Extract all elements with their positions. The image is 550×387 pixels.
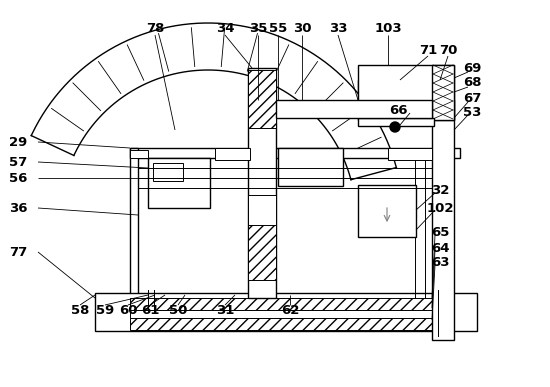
Bar [358,185,416,237]
Text: 57: 57 [9,156,27,168]
Text: 102: 102 [426,202,454,214]
Text: 62: 62 [281,303,299,317]
Text: 50: 50 [169,303,187,317]
Bar [358,80,434,100]
Bar [358,118,434,126]
Bar [432,65,454,120]
Text: 63: 63 [431,255,449,269]
Bar [148,158,210,208]
Text: 67: 67 [463,91,481,104]
Text: 64: 64 [431,241,449,255]
Text: 53: 53 [463,106,481,118]
Text: 60: 60 [119,303,138,317]
Bar [130,148,138,320]
Text: 29: 29 [9,135,27,149]
Bar [130,298,432,310]
Text: 65: 65 [431,226,449,238]
Text: 33: 33 [329,22,347,34]
Bar [432,100,454,340]
Text: 68: 68 [463,77,481,89]
Text: 77: 77 [9,245,27,259]
Text: 34: 34 [216,22,234,34]
Bar [153,163,183,181]
Bar [130,318,432,330]
Text: 36: 36 [9,202,28,214]
Bar [358,65,454,120]
Text: 56: 56 [9,171,27,185]
Text: 78: 78 [146,22,164,34]
Text: 61: 61 [141,303,159,317]
Text: 66: 66 [389,103,407,116]
Bar [130,150,148,158]
Bar [248,68,276,298]
Bar [130,148,460,158]
Text: 31: 31 [216,303,234,317]
Bar [95,293,477,331]
Text: 58: 58 [71,303,89,317]
Bar [130,310,432,318]
Bar [278,148,343,186]
Text: 35: 35 [249,22,267,34]
Circle shape [390,122,400,132]
Bar [215,148,250,160]
Text: 30: 30 [293,22,311,34]
Text: 103: 103 [374,22,402,34]
Text: 32: 32 [431,183,449,197]
Text: 70: 70 [439,43,457,57]
Text: 55: 55 [269,22,287,34]
Bar [248,195,276,225]
Bar [248,70,276,128]
Text: 69: 69 [463,62,481,75]
Text: 71: 71 [419,43,437,57]
Text: 59: 59 [96,303,114,317]
Bar [388,148,432,160]
Bar [248,218,276,280]
Bar [276,100,432,118]
